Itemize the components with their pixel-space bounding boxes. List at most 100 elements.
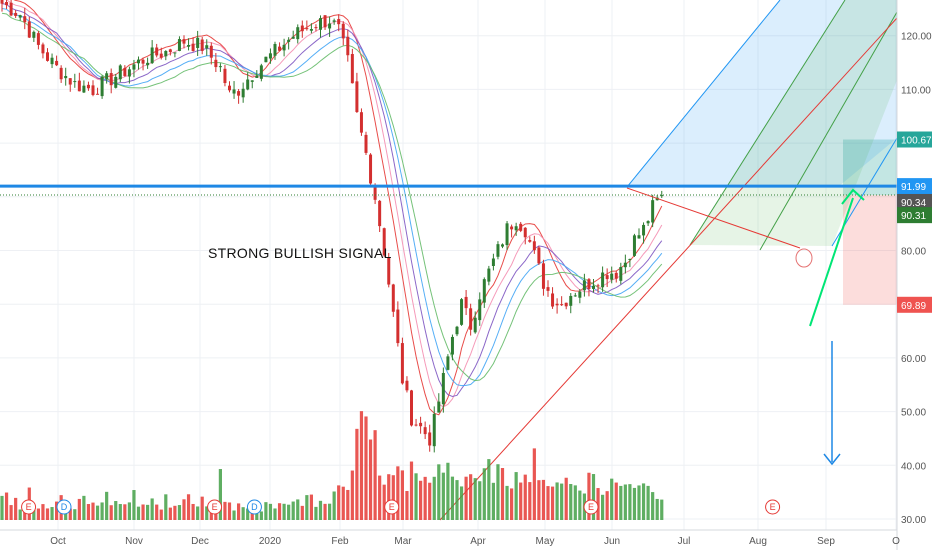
candle-body-27 [123, 67, 127, 76]
candle-body-68 [309, 29, 313, 31]
price-tag-bg-4 [897, 296, 932, 313]
volume-bar-40 [182, 499, 186, 520]
candle-body-140 [637, 235, 641, 239]
candle-body-89 [405, 380, 409, 391]
candle-body-85 [387, 258, 391, 285]
volume-bar-145 [660, 499, 664, 520]
candle-body-108 [491, 258, 495, 266]
candle-body-73 [332, 20, 336, 22]
volume-bar-129 [587, 472, 591, 520]
event-label-5: E [588, 502, 594, 512]
volume-bar-120 [546, 486, 550, 520]
x-tick-label-7: May [536, 536, 555, 547]
candle-body-76 [346, 36, 350, 56]
x-tick-label-8: Jun [604, 536, 620, 547]
volume-bar-60 [273, 508, 277, 520]
candle-body-56 [255, 75, 259, 78]
candle-body-102 [464, 296, 468, 309]
volume-bar-25 [114, 501, 118, 520]
price-tag-bg-0 [897, 131, 932, 148]
volume-bar-0 [0, 495, 4, 520]
volume-bar-19 [86, 504, 91, 520]
candle-body-21 [96, 93, 100, 95]
fork-band-blue [627, 0, 897, 187]
candle-body-1 [5, 2, 9, 6]
candle-body-123 [560, 304, 564, 306]
candle-body-29 [132, 64, 136, 70]
candle-body-131 [596, 285, 600, 287]
candle-body-71 [323, 15, 327, 28]
candle-body-25 [114, 76, 118, 88]
candle-body-4 [18, 15, 22, 18]
volume-bars [0, 411, 664, 520]
price-tag-2: 90.34 [901, 198, 926, 209]
candle-body-139 [632, 235, 636, 256]
candle-body-15 [68, 78, 72, 85]
candle-body-8 [36, 33, 40, 45]
volume-bar-45 [205, 506, 209, 520]
volume-bar-123 [560, 483, 564, 520]
candle-body-57 [259, 65, 263, 79]
volume-bar-33 [150, 498, 154, 520]
volume-bar-94 [428, 482, 432, 520]
candle-body-33 [150, 47, 154, 64]
volume-bar-83 [378, 475, 382, 520]
volume-bar-17 [77, 498, 81, 520]
price-tag-0: 100.67 [901, 136, 932, 147]
candle-body-81 [369, 154, 373, 184]
candle-body-39 [177, 39, 181, 51]
volume-bar-81 [368, 439, 373, 520]
volume-bar-34 [155, 504, 159, 520]
candle-body-105 [478, 299, 482, 321]
candle-body-65 [296, 27, 300, 40]
candle-body-3 [14, 12, 18, 16]
candle-body-26 [118, 65, 122, 80]
volume-bar-67 [305, 495, 309, 520]
volume-bar-68 [309, 494, 313, 520]
volume-bar-51 [232, 510, 236, 520]
candle-body-88 [400, 343, 404, 384]
candle-body-92 [419, 422, 423, 427]
candle-body-135 [614, 272, 618, 279]
volume-bar-126 [573, 485, 577, 520]
fork-line-2 [689, 0, 846, 246]
volume-bar-28 [127, 502, 131, 520]
volume-bar-95 [432, 476, 436, 520]
candle-body-116 [528, 240, 532, 242]
volume-bar-143 [651, 492, 655, 520]
volume-bar-87 [396, 466, 400, 520]
volume-bar-42 [191, 503, 195, 520]
y-tick-label-3: 60.00 [901, 354, 926, 365]
volume-bar-32 [146, 504, 150, 520]
candle-body-93 [423, 427, 427, 435]
volume-bar-90 [409, 461, 414, 520]
price-tag-1: 91.99 [901, 182, 926, 193]
candle-body-133 [605, 275, 609, 280]
candle-body-12 [55, 60, 59, 66]
volume-bar-62 [282, 503, 286, 520]
event-marker-4 [384, 499, 400, 515]
candle-body-0 [0, 0, 4, 4]
candle-body-125 [569, 295, 573, 306]
volume-bar-134 [610, 478, 614, 520]
volume-bar-44 [200, 496, 204, 520]
volume-bar-74 [337, 485, 341, 520]
candle-body-32 [146, 62, 150, 66]
volume-bar-92 [419, 480, 423, 520]
signal-annotation: STRONG BULLISH SIGNAL [208, 245, 392, 261]
x-tick-label-3: 2020 [259, 536, 282, 547]
candle-body-96 [437, 401, 441, 413]
volume-bar-49 [223, 501, 227, 520]
event-marker-1 [56, 499, 72, 515]
volume-bar-138 [628, 484, 632, 520]
volume-bar-86 [391, 475, 395, 520]
x-tick-label-1: Nov [125, 536, 143, 547]
volume-bar-71 [323, 503, 327, 520]
candle-body-59 [268, 53, 272, 59]
candle-body-18 [82, 85, 86, 93]
volume-bar-64 [291, 501, 295, 520]
volume-bar-110 [500, 468, 505, 520]
candle-body-31 [141, 59, 145, 64]
candle-body-132 [601, 272, 605, 288]
